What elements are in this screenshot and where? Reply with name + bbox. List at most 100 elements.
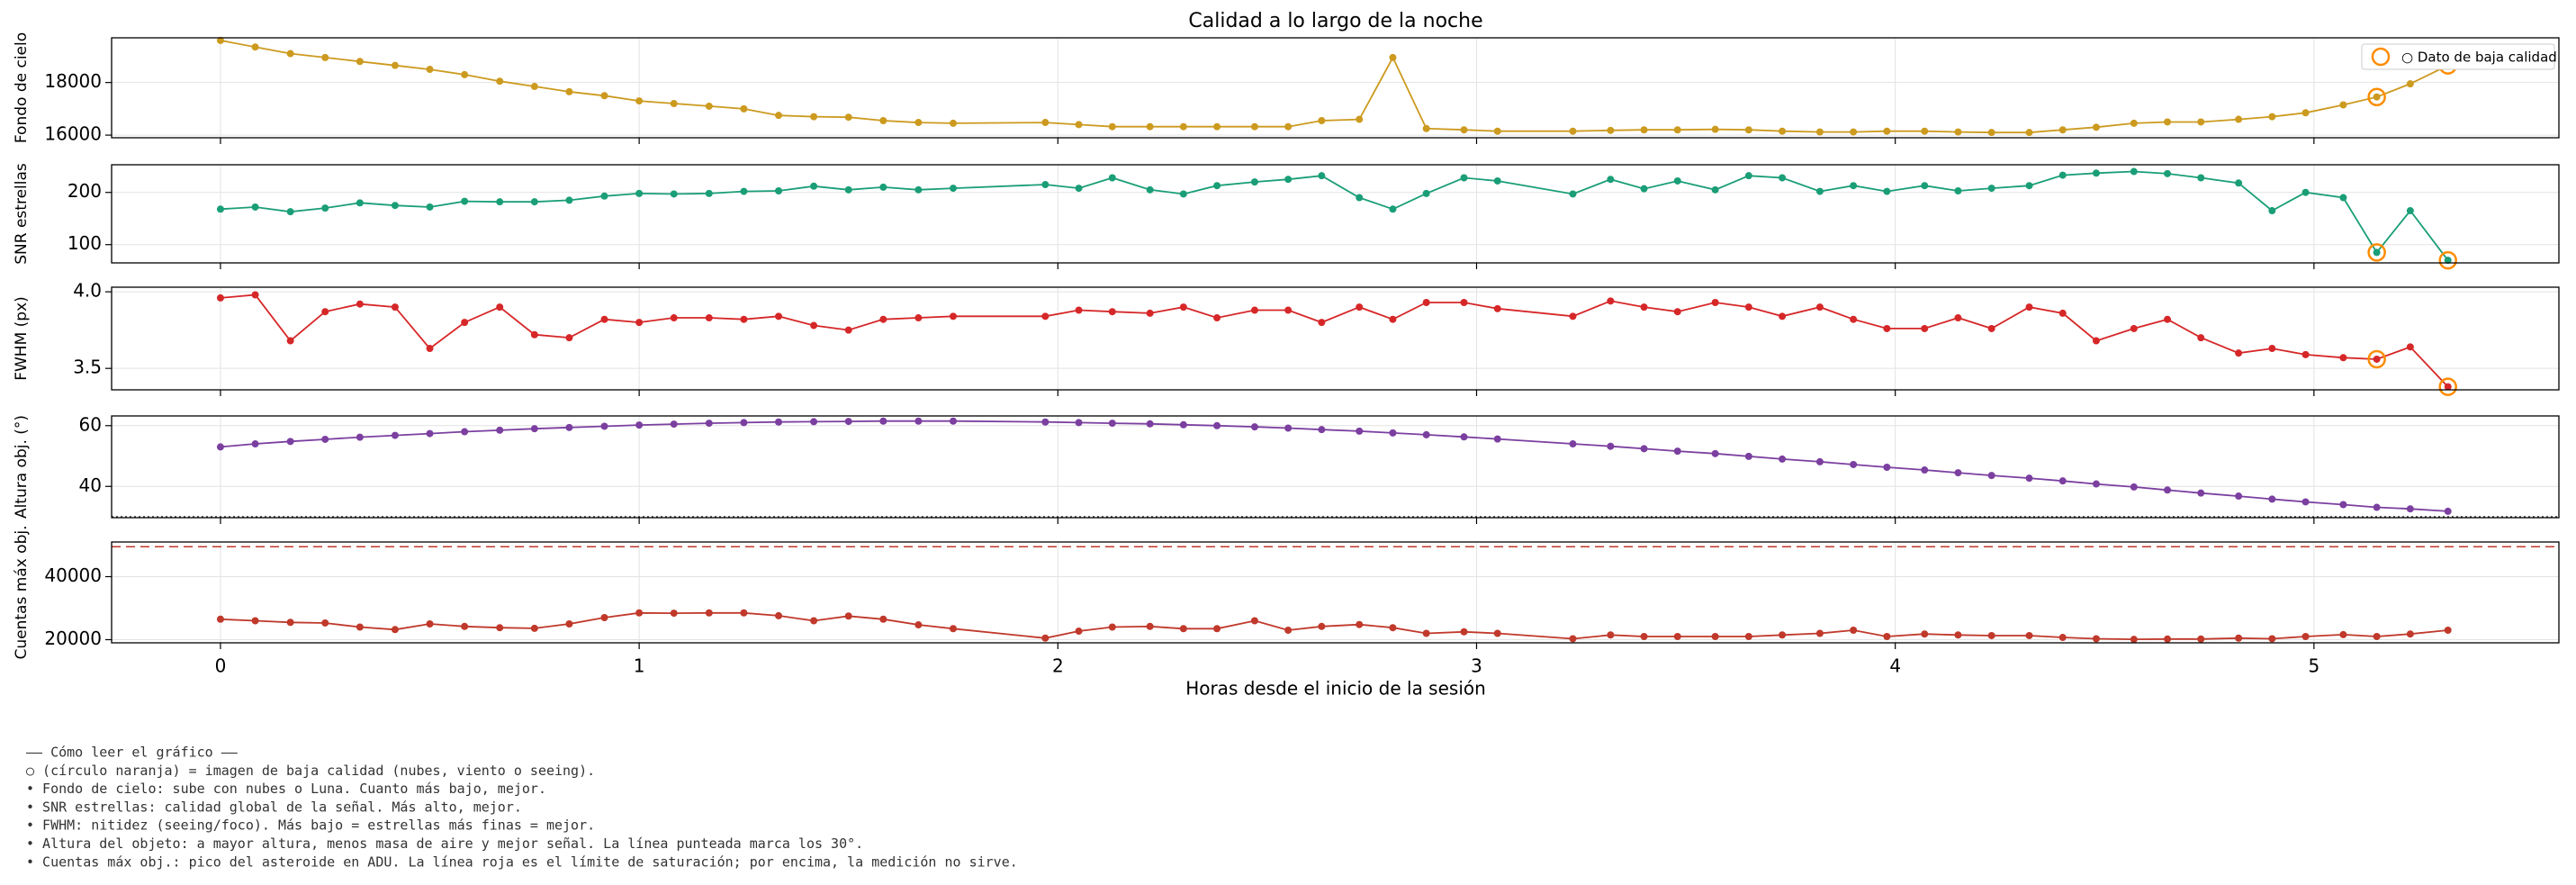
data-point bbox=[1041, 634, 1049, 642]
data-point bbox=[2025, 129, 2033, 137]
data-point bbox=[705, 189, 713, 197]
data-point bbox=[2444, 383, 2452, 391]
data-point bbox=[635, 97, 644, 105]
data-point bbox=[2373, 503, 2381, 511]
data-point bbox=[2025, 303, 2033, 312]
data-point bbox=[1673, 308, 1681, 316]
data-point bbox=[2130, 636, 2138, 644]
data-point bbox=[530, 425, 538, 433]
data-point bbox=[391, 61, 399, 69]
data-point bbox=[1640, 126, 1648, 134]
data-point bbox=[1744, 126, 1752, 134]
data-point bbox=[2092, 169, 2100, 177]
data-point bbox=[2373, 93, 2381, 101]
series-line bbox=[220, 420, 2448, 512]
legend-box bbox=[2361, 43, 2555, 70]
data-point bbox=[1815, 128, 1824, 136]
x-tick-label: 4 bbox=[1889, 655, 1901, 677]
data-point bbox=[2058, 126, 2067, 134]
data-point bbox=[2406, 207, 2414, 215]
data-point bbox=[1493, 127, 1501, 135]
data-point bbox=[1179, 625, 1187, 633]
data-point bbox=[1921, 630, 1929, 638]
data-point bbox=[1711, 449, 1719, 457]
data-point bbox=[740, 315, 748, 323]
data-point bbox=[2373, 355, 2381, 363]
data-point bbox=[2025, 631, 2033, 639]
data-point bbox=[1673, 126, 1681, 134]
y-axis-label: SNR estrellas bbox=[13, 163, 31, 265]
note-line: • Altura del objeto: a mayor altura, men… bbox=[26, 835, 863, 852]
legend-label: ○ Dato de baja calidad bbox=[2401, 50, 2557, 66]
data-point bbox=[1779, 455, 1787, 463]
data-point bbox=[251, 440, 259, 448]
y-tick-label: 60 bbox=[79, 413, 102, 435]
data-point bbox=[1987, 129, 1995, 137]
data-point bbox=[2058, 309, 2067, 317]
panel-frame bbox=[111, 164, 2560, 264]
data-point bbox=[530, 83, 538, 91]
plot-area bbox=[216, 36, 2457, 137]
data-point bbox=[2058, 634, 2067, 642]
data-point bbox=[286, 337, 294, 345]
data-point bbox=[2444, 507, 2452, 515]
data-point bbox=[1108, 420, 1116, 428]
data-point bbox=[2235, 115, 2243, 123]
data-point bbox=[216, 443, 224, 451]
data-point bbox=[950, 625, 958, 633]
data-point bbox=[2092, 123, 2100, 131]
data-point bbox=[530, 198, 538, 206]
data-point bbox=[635, 609, 644, 617]
data-point bbox=[844, 326, 852, 334]
data-point bbox=[1318, 172, 1326, 180]
data-point bbox=[600, 422, 608, 430]
data-point bbox=[1779, 174, 1787, 182]
data-point bbox=[1108, 174, 1116, 182]
data-point bbox=[1284, 306, 1293, 314]
x-tick-label: 2 bbox=[1052, 655, 1064, 677]
data-point bbox=[1422, 430, 1430, 438]
y-tick-label: 40000 bbox=[44, 564, 102, 586]
data-point bbox=[1493, 304, 1501, 312]
data-point bbox=[251, 203, 259, 211]
data-point bbox=[1850, 315, 1858, 323]
data-point bbox=[356, 199, 364, 207]
data-point bbox=[950, 417, 958, 425]
data-point bbox=[2373, 633, 2381, 640]
data-point bbox=[2339, 630, 2347, 638]
data-point bbox=[1673, 447, 1681, 456]
data-point bbox=[2268, 207, 2276, 215]
data-point bbox=[2268, 113, 2276, 121]
data-point bbox=[2164, 486, 2172, 494]
data-point bbox=[1815, 187, 1824, 195]
data-point bbox=[1954, 631, 1962, 639]
data-point bbox=[2268, 635, 2276, 643]
data-point bbox=[496, 77, 504, 86]
data-point bbox=[2406, 80, 2414, 88]
note-line: • Cuentas máx obj.: pico del asteroide e… bbox=[26, 853, 1018, 870]
data-point bbox=[1711, 633, 1719, 640]
data-point bbox=[1569, 190, 1577, 198]
data-point bbox=[740, 609, 748, 617]
chart-title: Calidad a lo largo de la noche bbox=[1188, 10, 1482, 32]
data-point bbox=[1673, 176, 1681, 185]
x-tick-label: 0 bbox=[215, 655, 227, 677]
data-point bbox=[1987, 185, 1995, 193]
data-point bbox=[600, 614, 608, 621]
data-point bbox=[1883, 324, 1891, 332]
data-point bbox=[1607, 631, 1615, 639]
data-point bbox=[1389, 205, 1397, 213]
data-point bbox=[1146, 309, 1154, 317]
data-point bbox=[2235, 492, 2243, 501]
data-point bbox=[1921, 127, 1929, 135]
panel-frame bbox=[111, 37, 2560, 139]
data-point bbox=[1284, 424, 1293, 432]
plot-area bbox=[216, 417, 2452, 515]
data-point bbox=[1779, 312, 1787, 321]
data-point bbox=[2373, 248, 2381, 257]
data-point bbox=[565, 334, 573, 342]
data-point bbox=[1954, 128, 1962, 136]
data-point bbox=[1041, 418, 1049, 426]
data-point bbox=[426, 66, 434, 74]
